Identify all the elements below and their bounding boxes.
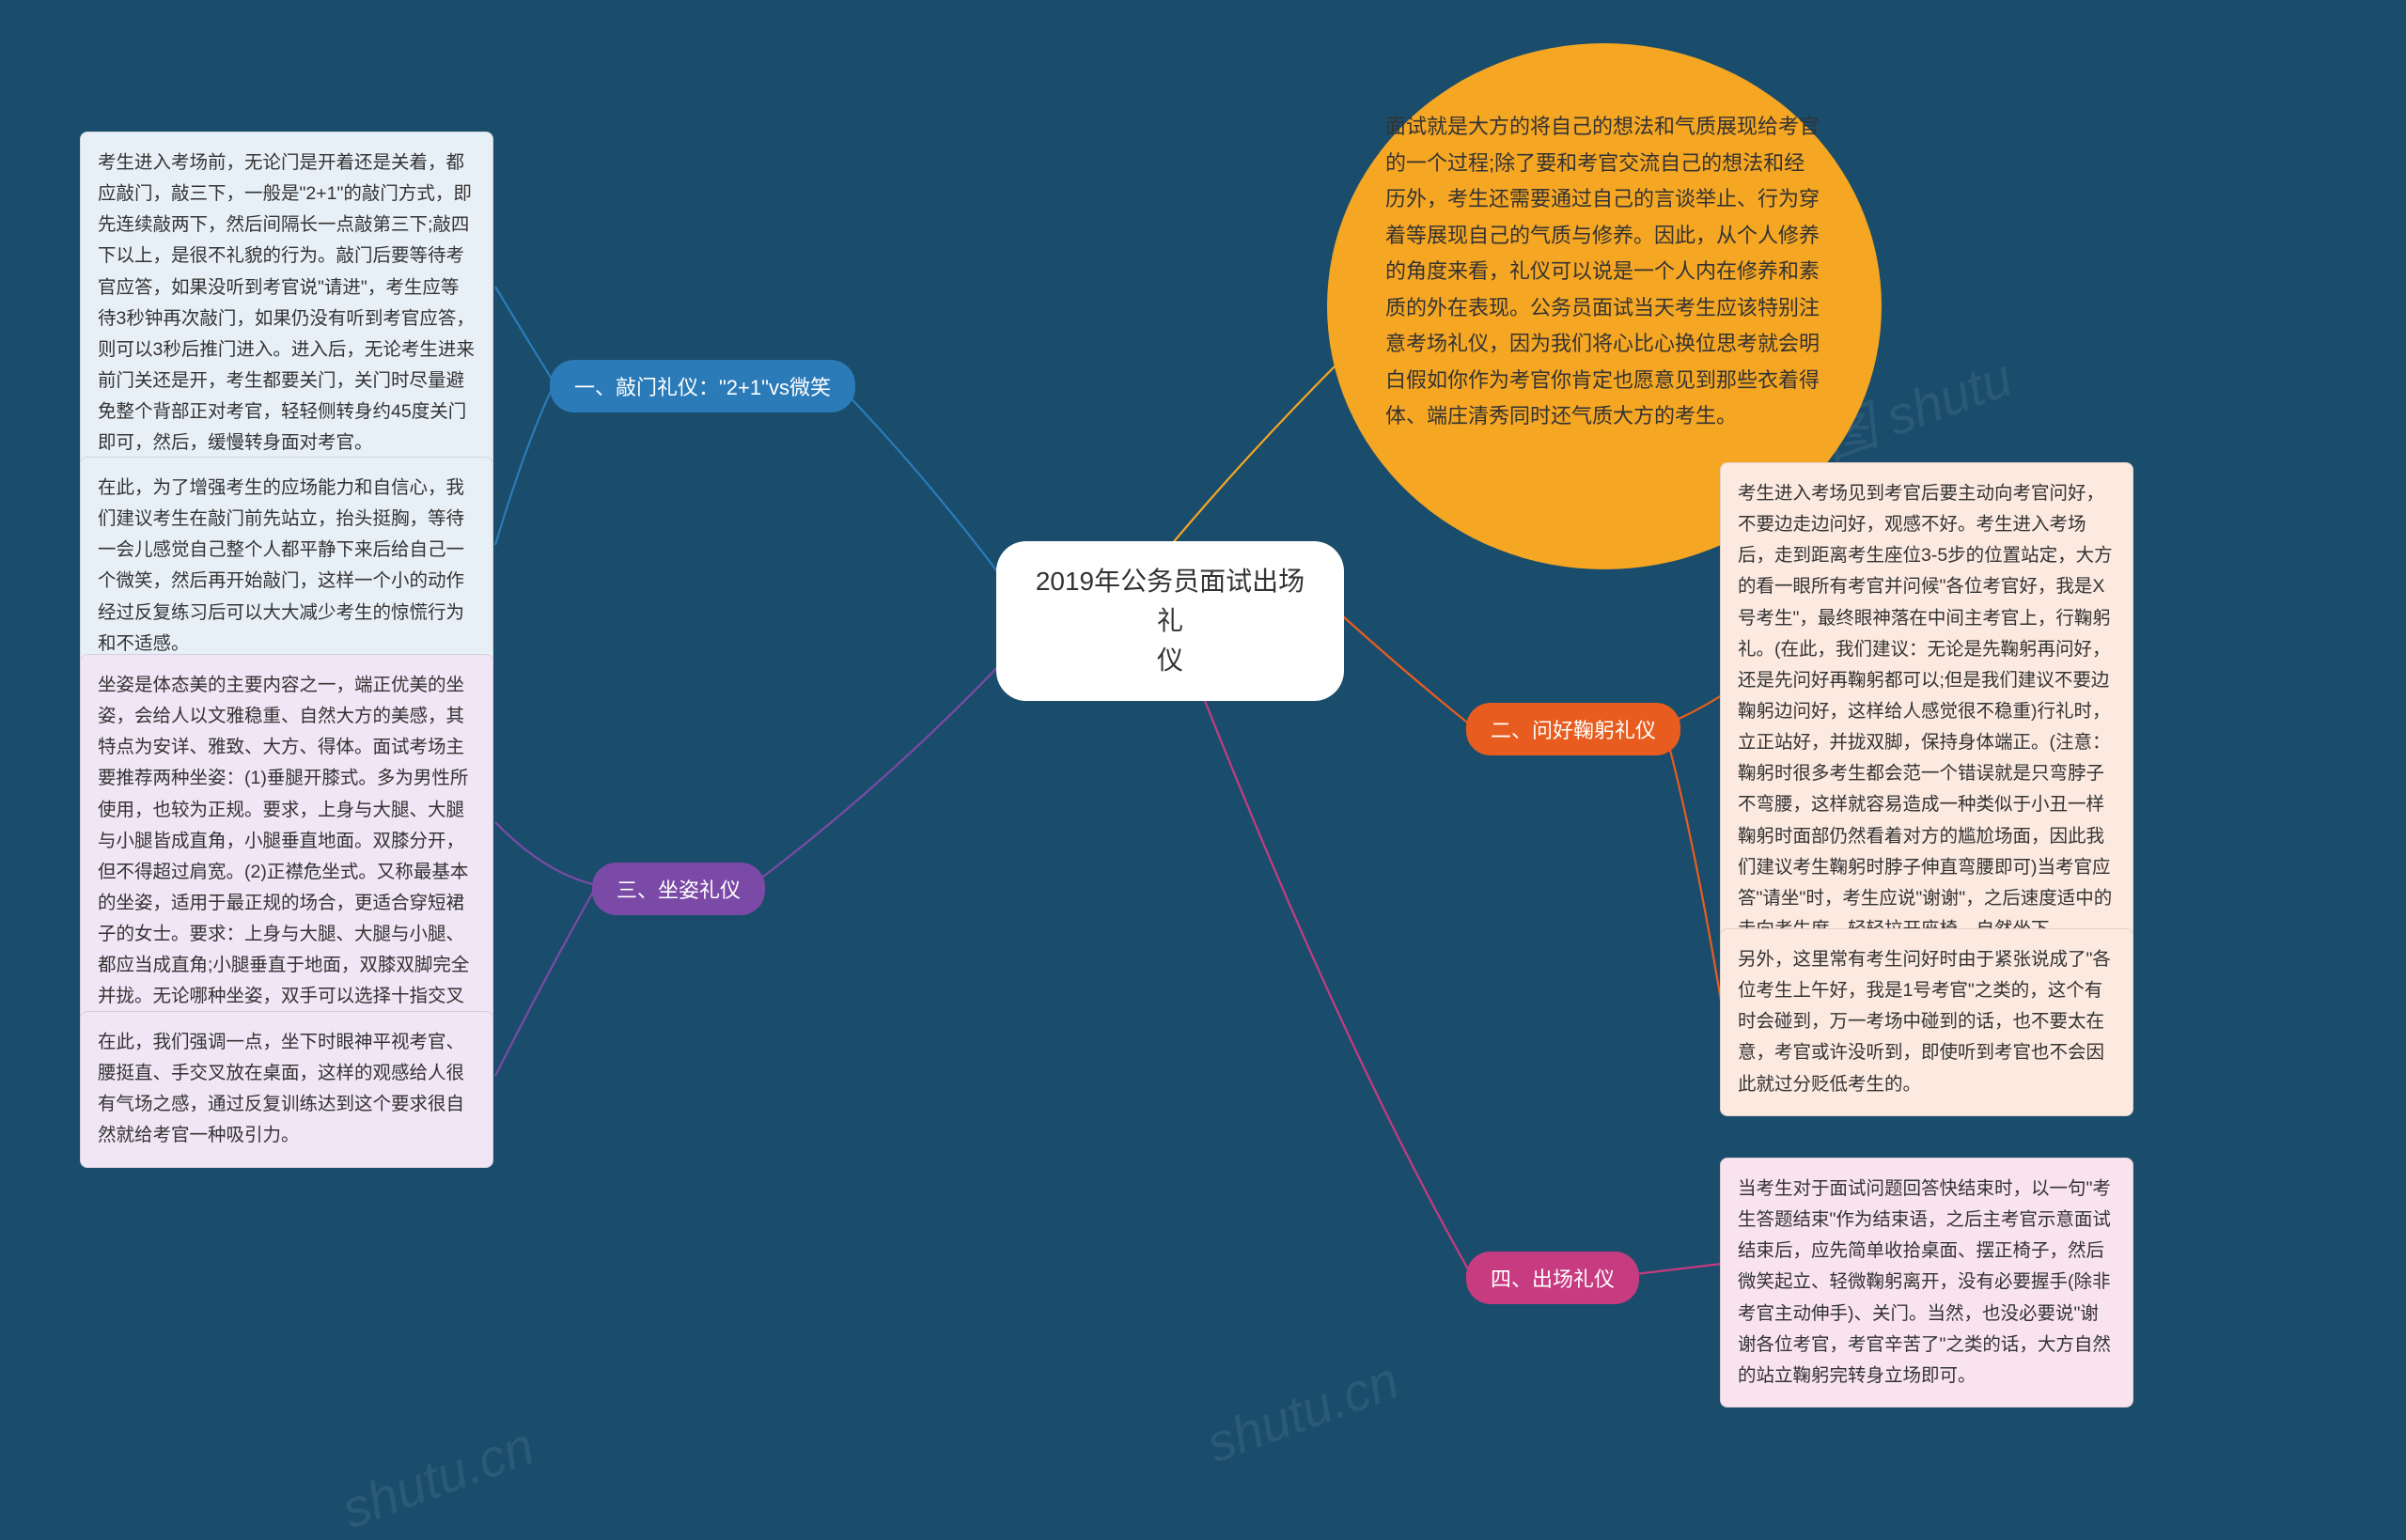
leaf-text: 坐姿是体态美的主要内容之一，端正优美的坐姿，会给人以文雅稳重、自然大方的美感，其…	[98, 675, 469, 1038]
leaf-text: 在此，我们强调一点，坐下时眼神平视考官、腰挺直、手交叉放在桌面，这样的观感给人很…	[98, 1032, 464, 1145]
leaf-text: 当考生对于面试问题回答快结束时，以一句"考生答题结束"作为结束语，之后主考官示意…	[1738, 1178, 2111, 1386]
watermark: shutu.cn	[334, 1415, 541, 1540]
branch-3-label[interactable]: 三、坐姿礼仪	[592, 863, 765, 915]
watermark: shutu.cn	[1198, 1349, 1406, 1474]
branch-2-text: 二、问好鞠躬礼仪	[1491, 719, 1656, 742]
center-topic-text: 2019年公务员面试出场礼仪	[1036, 567, 1305, 675]
intro-text: 面试就是大方的将自己的想法和气质展现给考官的一个过程;除了要和考官交流自己的想法…	[1385, 115, 1820, 428]
branch-1-label[interactable]: 一、敲门礼仪："2+1"vs微笑	[550, 360, 855, 412]
branch-1-text: 一、敲门礼仪："2+1"vs微笑	[574, 376, 831, 399]
center-topic[interactable]: 2019年公务员面试出场礼仪	[996, 541, 1344, 701]
branch-3-leaf-0[interactable]: 坐姿是体态美的主要内容之一，端正优美的坐姿，会给人以文雅稳重、自然大方的美感，其…	[80, 654, 493, 1060]
branch-1-leaf-0[interactable]: 考生进入考场前，无论门是开着还是关着，都应敲门，敲三下，一般是"2+1"的敲门方…	[80, 132, 493, 474]
branch-3-text: 三、坐姿礼仪	[617, 879, 741, 902]
branch-4-label[interactable]: 四、出场礼仪	[1466, 1252, 1639, 1304]
branch-2-leaf-1[interactable]: 另外，这里常有考生问好时由于紧张说成了"各位考生上午好，我是1号考官"之类的，这…	[1720, 928, 2133, 1116]
leaf-text: 考生进入考场前，无论门是开着还是关着，都应敲门，敲三下，一般是"2+1"的敲门方…	[98, 152, 475, 453]
branch-2-leaf-0[interactable]: 考生进入考场见到考官后要主动向考官问好，不要边走边问好，观感不好。考生进入考场后…	[1720, 462, 2133, 961]
leaf-text: 另外，这里常有考生问好时由于紧张说成了"各位考生上午好，我是1号考官"之类的，这…	[1738, 949, 2111, 1095]
branch-1-leaf-1[interactable]: 在此，为了增强考生的应场能力和自信心，我们建议考生在敲门前先站立，抬头挺胸，等待…	[80, 457, 493, 676]
branch-2-label[interactable]: 二、问好鞠躬礼仪	[1466, 703, 1680, 755]
branch-4-text: 四、出场礼仪	[1491, 1268, 1615, 1291]
branch-4-leaf-0[interactable]: 当考生对于面试问题回答快结束时，以一句"考生答题结束"作为结束语，之后主考官示意…	[1720, 1158, 2133, 1408]
leaf-text: 考生进入考场见到考官后要主动向考官问好，不要边走边问好，观感不好。考生进入考场后…	[1738, 483, 2113, 940]
leaf-text: 在此，为了增强考生的应场能力和自信心，我们建议考生在敲门前先站立，抬头挺胸，等待…	[98, 477, 464, 654]
branch-3-leaf-1[interactable]: 在此，我们强调一点，坐下时眼神平视考官、腰挺直、手交叉放在桌面，这样的观感给人很…	[80, 1011, 493, 1168]
